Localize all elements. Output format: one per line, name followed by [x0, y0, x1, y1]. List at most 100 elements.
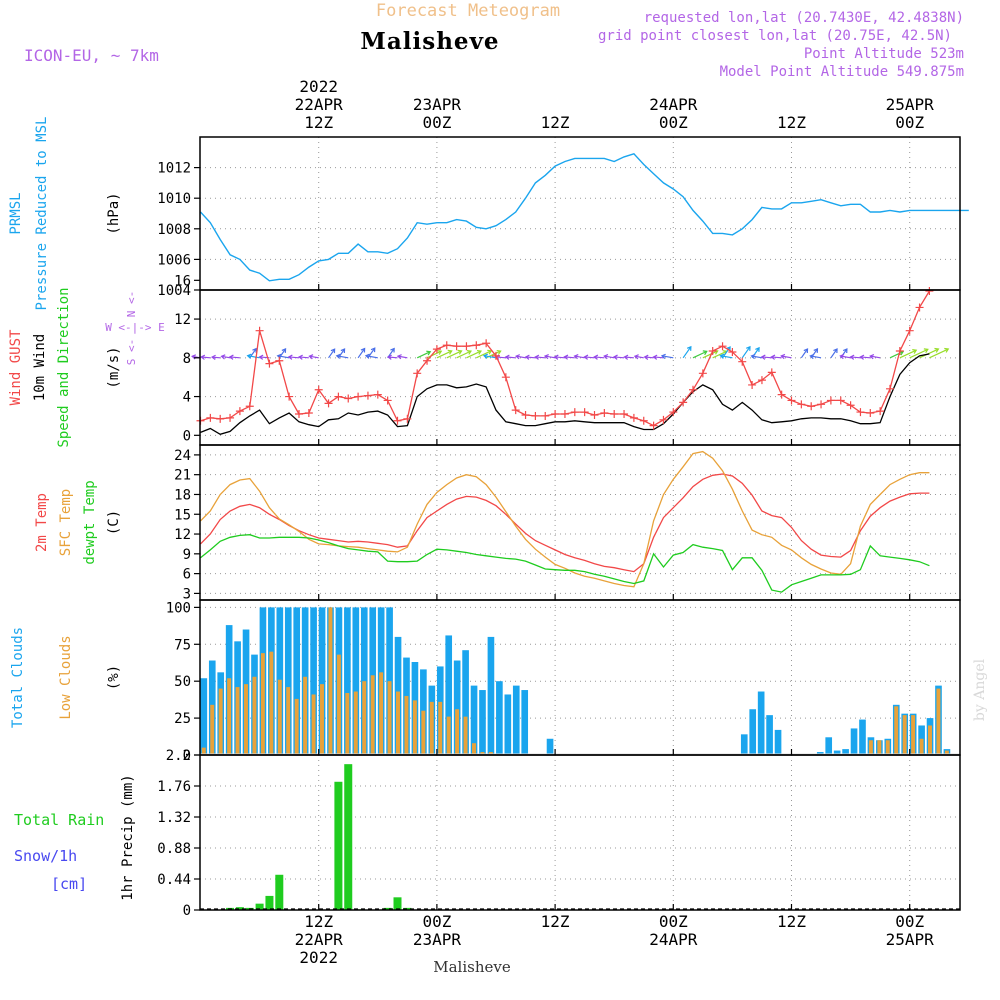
panel-label: SFC Temp	[58, 489, 74, 556]
wind-arrow	[328, 348, 336, 359]
wind-arrow-head	[246, 353, 252, 359]
y-tick-label: 25	[174, 711, 191, 727]
gust-marker	[580, 408, 589, 417]
low-cloud-bar	[877, 740, 882, 755]
total-cloud-bar	[200, 678, 208, 755]
low-cloud-bar	[438, 701, 443, 755]
total-cloud-bar	[859, 719, 866, 755]
wind-arrow-head	[426, 350, 432, 356]
wind-arrow-head	[859, 354, 865, 360]
low-cloud-bar	[362, 681, 367, 755]
dewpoint-line	[200, 534, 930, 593]
gust-marker	[718, 342, 727, 351]
total-cloud-bar	[462, 650, 469, 755]
wind-arrow-head	[934, 347, 940, 353]
bottom-time-label: 12Z	[541, 912, 570, 931]
top-time-label: 00Z	[895, 113, 924, 132]
wind-arrow-head	[944, 347, 950, 353]
y-tick-label: 0.88	[157, 841, 191, 857]
y-tick-label: 100	[166, 600, 191, 616]
top-time-label: 00Z	[422, 113, 451, 132]
wind-arrow	[525, 356, 536, 359]
low-cloud-bar	[370, 675, 375, 755]
wind-arrow-head	[457, 349, 463, 355]
bottom-time-label: 12Z	[304, 912, 333, 931]
total-cloud-bar	[825, 737, 833, 755]
bottom-time-label: 00Z	[895, 912, 924, 931]
wind-arrow-head	[702, 350, 708, 356]
wind-arrow-head	[869, 353, 875, 360]
top-time-label: 12Z	[541, 113, 570, 132]
low-cloud-bar	[201, 747, 206, 755]
wind-arrow	[483, 355, 497, 359]
total-cloud-bar	[318, 607, 326, 755]
low-cloud-bar	[902, 715, 907, 755]
rain-bar	[265, 895, 274, 910]
y-tick-label: 0	[183, 748, 191, 764]
wind-arrow-head	[809, 353, 815, 360]
wind-arrow-head	[583, 354, 589, 360]
y-tick-label: 0	[183, 428, 191, 444]
gust-marker	[206, 413, 215, 422]
panel-label: Speed and Direction	[56, 287, 72, 447]
wind-arrow-head	[308, 354, 314, 360]
wind-arrow-head	[476, 349, 482, 355]
wind-arrow	[212, 356, 221, 359]
gust-marker	[826, 396, 835, 405]
bottom-time-label: 12Z	[777, 912, 806, 931]
wind-arrow	[336, 355, 349, 359]
low-cloud-bar	[421, 710, 426, 755]
total-cloud-bar	[487, 636, 495, 755]
gust-marker	[472, 341, 481, 350]
gust-marker	[541, 411, 550, 420]
model-name: ICON-EU, ~ 7km	[24, 46, 159, 65]
wind-arrow-head	[750, 353, 756, 360]
model-point-altitude: Model Point Altitude 549.875m	[720, 64, 964, 80]
gust-marker	[373, 390, 382, 399]
gust-marker	[501, 373, 510, 382]
wind-arrow-head	[281, 347, 287, 353]
y-tick-label: 2.2	[166, 748, 191, 764]
total-cloud-bar	[496, 681, 503, 755]
rain-bar	[393, 897, 402, 910]
total-cloud-bar	[521, 690, 529, 755]
wind-arrow-head	[228, 354, 234, 360]
gust-marker	[531, 411, 540, 420]
low-cloud-bar	[944, 750, 949, 755]
gust-marker	[590, 410, 599, 419]
wind-arrow-head	[755, 346, 760, 352]
y-tick-label: 1010	[157, 191, 191, 207]
wind-arrow-head	[760, 354, 766, 360]
wind-arrow-head	[780, 353, 786, 360]
unit-label: (%)	[106, 665, 122, 690]
wind-arrow	[436, 350, 452, 359]
y-tick-label: 8	[183, 351, 191, 367]
temp-2m-line	[200, 473, 930, 573]
panel-frame	[199, 754, 961, 911]
wind-arrow-head	[643, 354, 649, 360]
low-cloud-bar	[235, 687, 240, 755]
gust-marker	[817, 400, 826, 409]
gust-marker	[295, 410, 303, 418]
wind-arrow-head	[447, 349, 453, 355]
panel-label: Wind GUST	[8, 329, 24, 405]
gust-marker	[354, 392, 363, 401]
bottom-time-label: 24APR	[649, 930, 698, 949]
wind-arrow	[446, 350, 462, 359]
panel-label: Low Clouds	[58, 635, 74, 719]
low-cloud-bar	[429, 701, 434, 755]
wind-arrow	[720, 355, 733, 359]
top-time-label: 24APR	[649, 95, 698, 114]
wind-arrow	[594, 356, 605, 359]
wind-arrow-head	[746, 345, 751, 351]
wind-arrow-head	[803, 348, 809, 354]
total-cloud-bar	[842, 749, 849, 755]
temp-sfc-line	[200, 450, 930, 588]
gust-marker	[915, 303, 924, 312]
wind-arrow	[661, 355, 674, 359]
wind-arrow	[889, 351, 904, 359]
top-time-label: 12Z	[777, 113, 806, 132]
gust-marker	[452, 342, 461, 351]
gust-marker	[797, 400, 806, 409]
gust-marker	[413, 369, 422, 378]
